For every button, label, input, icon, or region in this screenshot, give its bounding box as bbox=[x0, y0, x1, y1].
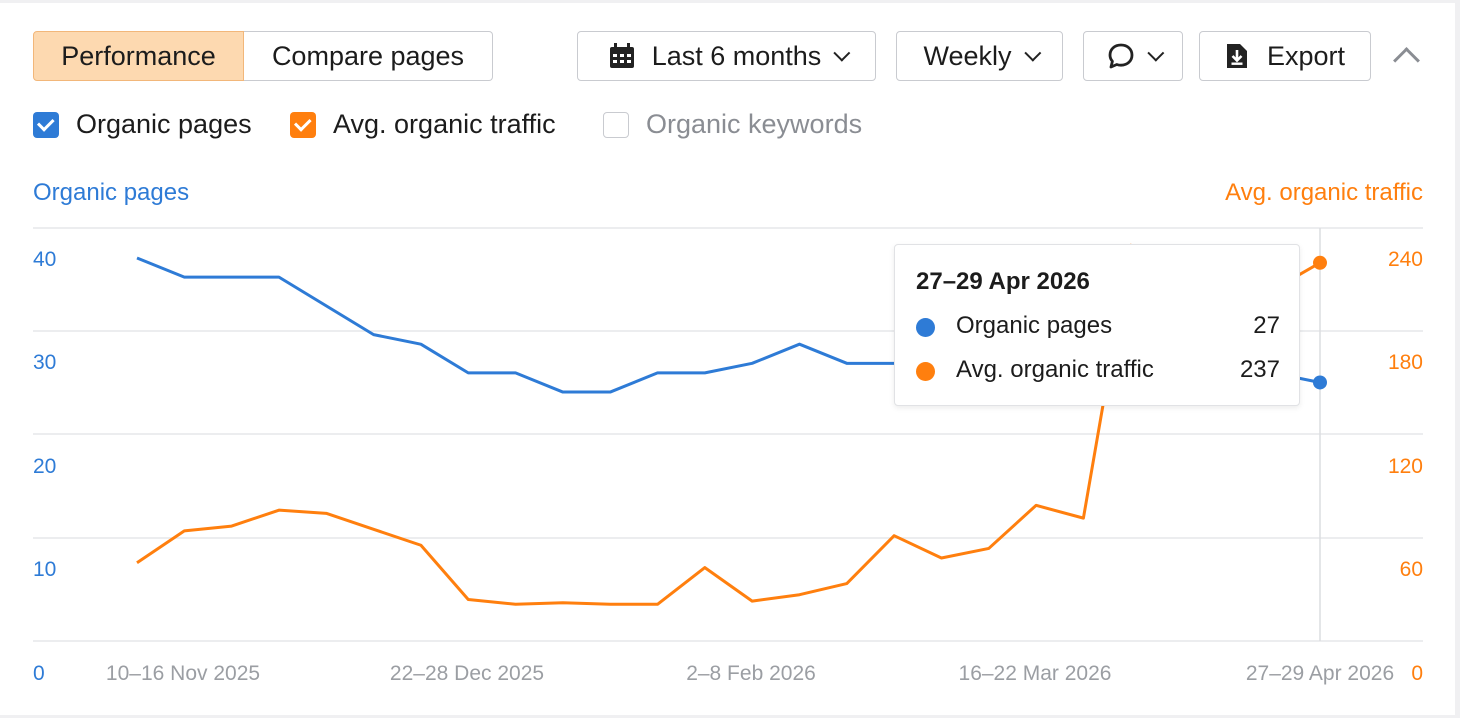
x-axis-tick-label: 16–22 Mar 2026 bbox=[959, 662, 1112, 685]
left-axis-title: Organic pages bbox=[33, 179, 190, 206]
interval-dropdown[interactable]: Weekly bbox=[896, 31, 1063, 81]
x-axis-tick-label: 10–16 Nov 2025 bbox=[106, 662, 260, 685]
right-axis-tick-label: 240 bbox=[1388, 248, 1423, 271]
x-axis-tick-label: 2–8 Feb 2026 bbox=[686, 662, 816, 685]
tooltip-row-avg-organic-traffic: Avg. organic traffic 237 bbox=[916, 356, 1280, 386]
annotations-dropdown[interactable] bbox=[1083, 31, 1183, 81]
toggle-organic-keywords[interactable]: Organic keywords bbox=[603, 109, 862, 140]
tab-compare-pages[interactable]: Compare pages bbox=[244, 31, 493, 81]
data-point-avg-organic-traffic[interactable] bbox=[1313, 255, 1327, 270]
toggle-avg-organic-traffic[interactable]: Avg. organic traffic bbox=[290, 109, 556, 140]
tooltip-date: 27–29 Apr 2026 bbox=[916, 268, 1090, 295]
toggle-organic-keywords-label: Organic keywords bbox=[646, 109, 863, 139]
date-range-dropdown[interactable]: Last 6 months bbox=[577, 31, 876, 81]
performance-card: Performance Compare pages Last 6 months … bbox=[0, 3, 1455, 715]
download-icon bbox=[1226, 44, 1247, 68]
checkbox-checked-icon bbox=[290, 111, 316, 138]
tooltip-value: 27 bbox=[1253, 312, 1280, 339]
tooltip-label: Organic pages bbox=[956, 312, 1113, 339]
left-axis-tick-label: 20 bbox=[33, 455, 56, 478]
date-range-label: Last 6 months bbox=[651, 40, 822, 71]
left-axis-tick-label: 10 bbox=[33, 558, 56, 581]
tab-compare-pages-label: Compare pages bbox=[271, 40, 465, 71]
right-axis-tick-label: 120 bbox=[1388, 455, 1423, 478]
left-axis-tick-label: 30 bbox=[33, 351, 56, 374]
chart-tooltip: 27–29 Apr 2026 Organic pages 27 Avg. org… bbox=[894, 244, 1300, 406]
comment-icon bbox=[1108, 43, 1134, 69]
tooltip-value: 237 bbox=[1239, 356, 1280, 383]
toggle-avg-organic-traffic-label: Avg. organic traffic bbox=[333, 109, 556, 139]
x-axis-tick-label: 22–28 Dec 2025 bbox=[390, 662, 544, 685]
left-axis-tick-label: 0 bbox=[33, 662, 45, 685]
export-label: Export bbox=[1266, 40, 1346, 71]
tab-performance-label: Performance bbox=[61, 40, 216, 71]
export-button[interactable]: Export bbox=[1199, 31, 1371, 81]
toggle-organic-pages[interactable]: Organic pages bbox=[33, 109, 252, 140]
tooltip-row-organic-pages: Organic pages 27 bbox=[916, 312, 1280, 342]
orange-dot-icon bbox=[916, 362, 935, 381]
right-axis-tick-label: 60 bbox=[1400, 558, 1423, 581]
blue-dot-icon bbox=[916, 318, 935, 337]
checkbox-unchecked-icon bbox=[603, 111, 629, 138]
right-axis-title: Avg. organic traffic bbox=[1225, 179, 1423, 206]
data-point-organic-pages[interactable] bbox=[1313, 375, 1327, 390]
line-chart[interactable]: 0 10 20 30 40 0 60 120 180 240 10–16 Nov 2025 22–28… bbox=[0, 3, 1455, 715]
tooltip-label: Avg. organic traffic bbox=[956, 356, 1154, 383]
interval-label: Weekly bbox=[923, 40, 1012, 71]
tab-performance[interactable]: Performance bbox=[33, 31, 244, 81]
right-axis-tick-label: 0 bbox=[1411, 662, 1423, 685]
left-axis-tick-label: 40 bbox=[33, 248, 56, 271]
right-axis-tick-label: 180 bbox=[1388, 351, 1423, 374]
calendar-icon bbox=[609, 43, 634, 68]
checkbox-checked-icon bbox=[33, 111, 59, 138]
toggle-organic-pages-label: Organic pages bbox=[76, 109, 252, 139]
x-axis-tick-label: 27–29 Apr 2026 bbox=[1246, 662, 1394, 685]
